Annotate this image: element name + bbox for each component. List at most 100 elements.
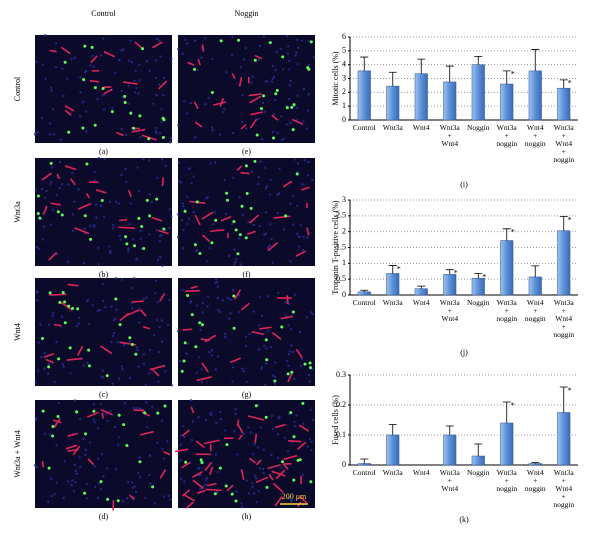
mitotic-nucleus [200,323,204,327]
nucleus [254,477,258,480]
nucleus [258,467,262,470]
nucleus [84,453,87,457]
nucleus [269,178,272,181]
nucleus [102,215,106,218]
nucleus [310,440,313,443]
nucleus [78,115,82,118]
nucleus [93,170,96,174]
error-bar [388,265,397,274]
nucleus [290,344,293,347]
bar [414,73,428,121]
nucleus [136,166,139,169]
myotube [274,423,286,429]
mitotic-nucleus [232,326,236,330]
myotube [249,214,259,224]
nucleus [74,469,78,473]
nucleus [152,334,156,337]
nucleus [234,407,237,411]
myotube [249,118,258,129]
nucleus [208,247,211,250]
myotube [267,464,281,470]
nucleus [138,321,141,324]
nucleus [233,263,236,266]
micrograph [33,399,172,511]
nucleus [260,314,264,317]
nucleus [245,127,248,130]
nucleus [262,35,266,38]
nucleus [92,418,96,421]
nucleus [257,117,260,121]
myotube [67,448,79,452]
myotube [64,110,72,116]
nucleus [223,107,226,110]
nucleus [133,485,136,488]
nucleus [241,213,245,216]
nucleus [170,215,173,218]
nucleus [274,68,277,72]
nucleus [200,380,204,384]
nucleus [151,405,154,409]
nucleus [307,160,310,164]
nucleus [50,180,53,184]
myotube [194,214,201,226]
nucleus [265,347,268,350]
myotube [86,193,90,199]
nucleus [51,314,54,317]
nucleus [71,213,75,216]
nucleus [50,166,53,169]
nucleus [236,453,239,456]
nucleus [216,280,219,284]
myotube [299,424,309,432]
nucleus [181,288,184,292]
nucleus [73,56,76,59]
myotube [280,315,294,320]
mitotic-nucleus [183,209,187,213]
nucleus [85,497,89,500]
nucleus [189,101,193,105]
nucleus [311,418,315,422]
nucleus [211,57,214,61]
nucleus [37,247,41,250]
nucleus [148,193,151,196]
nucleus [231,36,234,39]
nucleus [117,435,120,439]
nucleus [63,460,66,463]
mitotic-nucleus [85,162,89,166]
nucleus [277,291,280,294]
nucleus [216,355,220,358]
nucleus [275,50,278,53]
myotube [89,80,100,83]
mitotic-nucleus [138,460,142,464]
nucleus [238,310,241,314]
nucleus [127,84,130,87]
myotube [74,227,90,235]
mitotic-nucleus [61,290,65,294]
nucleus [54,42,58,45]
nucleus [199,328,202,332]
nucleus [307,39,311,43]
nucleus [196,68,199,72]
mitotic-nucleus [308,361,312,365]
nucleus [268,193,272,196]
nucleus [209,162,212,165]
mitotic-nucleus [295,172,299,176]
mitotic-nucleus [125,242,129,246]
nucleus [244,344,248,348]
nucleus [85,110,88,113]
mitotic-nucleus [36,194,40,198]
mitotic-nucleus [232,220,236,224]
nucleus [83,227,86,230]
nucleus [35,60,38,64]
mitotic-nucleus [218,466,222,470]
mitotic-nucleus [117,413,121,417]
nucleus [295,38,299,41]
nucleus [92,224,96,227]
myotube [226,484,234,492]
nucleus [142,362,146,365]
nucleus [65,77,69,80]
nucleus [160,108,163,111]
nucleus [130,60,134,64]
mitotic-nucleus [280,325,284,329]
nucleus [302,120,305,123]
error-bar [502,401,511,423]
